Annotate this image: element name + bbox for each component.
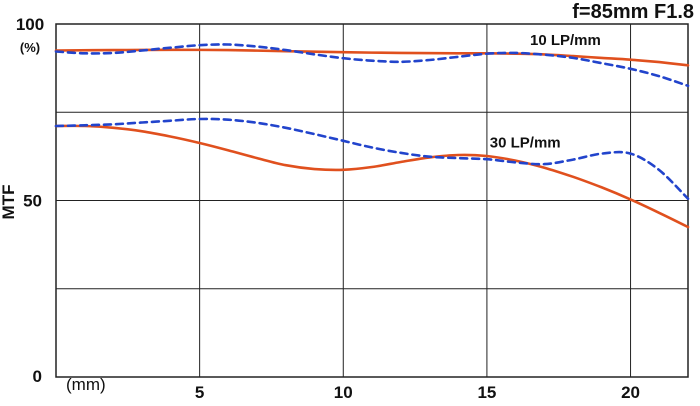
- series-annotation: 10 LP/mm: [530, 32, 601, 49]
- series-line-10-lp-mmdashed: [54, 43, 690, 88]
- plot-frame: [55, 23, 689, 378]
- x-tick-label: 15: [477, 383, 496, 402]
- y-axis-label: MTF: [0, 185, 18, 220]
- tick-labels: 5 10 15 20 0 50 100: [16, 15, 640, 402]
- series-line-30-lp-mmsolid: [54, 124, 690, 229]
- y-tick-label: 100: [16, 15, 44, 34]
- grid-lines: [56, 24, 688, 377]
- y-tick-label: 50: [23, 192, 42, 211]
- series-lines: [54, 43, 690, 229]
- annotations: 10 LP/mm 30 LP/mm: [490, 32, 601, 151]
- x-axis-label: (mm): [66, 375, 106, 394]
- series-line-30-lp-mmdashed: [54, 117, 690, 200]
- chart-title: f=85mm F1.8: [572, 1, 694, 23]
- x-tick-label: 10: [334, 383, 353, 402]
- x-tick-label: 5: [195, 383, 204, 402]
- y-axis-unit: (%): [20, 40, 40, 55]
- x-tick-label: 20: [621, 383, 640, 402]
- series-annotation: 30 LP/mm: [490, 135, 561, 152]
- y-tick-label: 0: [33, 367, 42, 386]
- series-line-10-lp-mmsolid: [54, 48, 690, 67]
